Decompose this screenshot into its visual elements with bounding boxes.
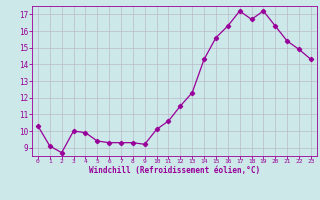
X-axis label: Windchill (Refroidissement éolien,°C): Windchill (Refroidissement éolien,°C) bbox=[89, 166, 260, 175]
